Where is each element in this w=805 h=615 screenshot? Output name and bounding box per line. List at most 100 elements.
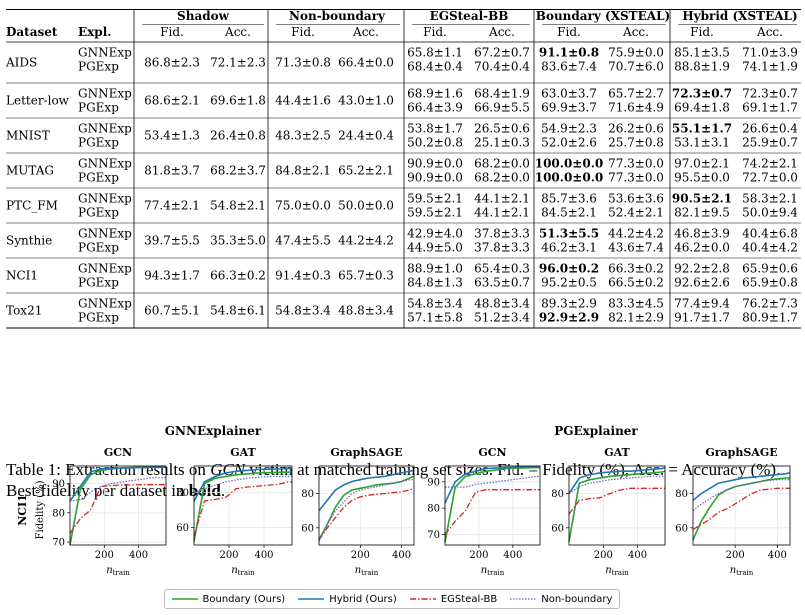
x-axis-label: ntrain [106,565,130,577]
y-tick-label: 60 [675,523,688,534]
cell-bd-acc: 82.1±2.9 [608,311,664,325]
cell-bd-fid: 95.2±0.5 [541,276,597,290]
series-line-egsteal [193,481,292,537]
cell-eg-fid: 65.8±1.1 [407,46,463,60]
explainer-label: PGExp [78,276,119,290]
cell-nonb-acc: 65.2±2.1 [338,164,394,178]
cell-nonb-acc: 48.8±3.4 [338,304,394,318]
sub-header-acc: Acc. [224,25,251,39]
figure-ylabel: Fidelity (%) [35,480,46,539]
plot-frame [692,465,791,546]
cell-shadow-acc: 72.1±2.3 [210,56,266,70]
cell-eg-acc: 48.8±3.4 [474,297,530,311]
cell-eg-fid: 53.8±1.7 [407,122,463,136]
cell-shadow-fid: 81.8±3.7 [144,164,200,178]
cell-eg-fid: 68.4±0.4 [407,60,463,74]
cell-bd-fid: 52.0±2.6 [541,136,597,150]
series-line-egsteal [568,487,665,515]
cell-shadow-fid: 77.4±2.1 [144,199,200,213]
cell-hy-acc: 65.9±0.8 [742,276,798,290]
legend-item-hybrid: Hybrid (Ours) [298,594,397,605]
figure-legend: Boundary (Ours) Hybrid (Ours) EGSteal-BB… [164,589,620,609]
chart-title: GAT [230,446,256,459]
cell-eg-fid: 66.4±3.9 [407,101,463,115]
cell-shadow-fid: 53.4±1.3 [144,129,200,143]
cell-nonb-fid: 47.4±5.5 [275,234,331,248]
cell-hy-fid: 91.7±1.7 [674,311,730,325]
cell-shadow-fid: 94.3±1.7 [144,269,200,283]
x-axis-label: ntrain [730,565,754,577]
cell-hy-acc: 74.2±2.1 [742,157,798,171]
explainer-label: GNNExp [78,122,132,136]
cell-bd-acc: 70.7±6.0 [608,60,664,74]
cell-bd-acc: 52.4±2.1 [608,206,664,220]
sub-header-fid: Fid. [160,25,184,39]
plot-frame [444,465,541,546]
explainer-label: GNNExp [78,157,132,171]
fidelity-figure: GNNExplainer PGExplainer NCI1 Fidelity (%) G… [16,424,791,577]
cell-bd-fid: 46.2±3.1 [541,241,597,255]
cell-hy-fid: 46.2±0.0 [674,241,730,255]
explainer-label: PGExp [78,311,119,325]
chart-title: GAT [604,446,630,459]
cell-eg-acc: 37.8±3.3 [474,227,530,241]
explainer-label: PGExp [78,241,119,255]
dataset-name: Letter-low [6,94,70,108]
cell-bd-acc: 66.5±0.2 [608,276,664,290]
cell-nonb-fid: 44.4±1.6 [275,94,331,108]
cell-hy-acc: 76.2±7.3 [742,297,798,311]
cell-nonb-fid: 54.8±3.4 [275,304,331,318]
cell-hy-acc: 72.7±0.0 [742,171,798,185]
plot-frame [568,465,666,546]
group-header: Hybrid (XSTEAL) [682,9,797,23]
cell-bd-acc: 65.7±2.7 [608,87,664,101]
dataset-name: Tox21 [6,304,42,318]
cell-bd-fid: 83.6±7.4 [541,60,597,74]
figure-group-title: PGExplainer [554,424,638,438]
cell-bd-fid: 63.0±3.7 [541,87,597,101]
explainer-label: GNNExp [78,46,132,60]
cell-hy-fid: 95.5±0.0 [674,171,730,185]
series-line-boundary [692,477,790,541]
chart-panel: GCN 70 80 90 200 400 ntrain [427,446,541,577]
legend-label-hybrid: Hybrid (Ours) [329,593,397,605]
chart-title: GraphSAGE [705,446,777,459]
cell-hy-fid: 53.1±3.1 [674,136,730,150]
series-line-hybrid [444,466,540,504]
cell-nonb-fid: 48.3±2.5 [275,129,331,143]
explainer-label: GNNExp [78,87,132,101]
legend-item-nonboundary: Non-boundary [510,594,612,605]
cell-hy-acc: 65.9±0.6 [742,262,798,276]
dataset-name: Synthie [6,234,52,248]
cell-eg-fid: 88.9±1.0 [407,262,463,276]
y-tick-label: 70 [52,538,65,549]
series-line-hybrid [318,469,415,512]
cell-bd-fid: 54.9±2.3 [541,122,597,136]
cell-shadow-acc: 54.8±2.1 [210,199,266,213]
cell-shadow-acc: 35.3±5.0 [210,234,266,248]
cell-hy-fid: 85.1±3.5 [674,46,730,60]
legend-label-boundary: Boundary (Ours) [202,593,286,605]
series-line-nonboundary [193,475,292,493]
series-line-hybrid [193,467,292,502]
cell-bd-fid: 100.0±0.0 [535,157,604,171]
cell-hy-acc: 72.3±0.7 [742,87,798,101]
chart-title: GCN [104,446,132,459]
series-line-boundary [193,471,292,542]
cell-eg-acc: 37.8±3.3 [474,241,530,255]
chart-title: GraphSAGE [330,446,402,459]
cell-hy-acc: 80.9±1.7 [742,311,798,325]
cell-shadow-fid: 60.7±5.1 [144,304,200,318]
cell-nonb-fid: 84.8±2.1 [275,164,331,178]
plot-frame [193,465,293,546]
cell-shadow-acc: 69.6±1.8 [210,94,266,108]
y-tick-label: 60 [551,523,564,534]
cell-bd-fid: 91.1±0.8 [539,46,599,60]
cell-hy-acc: 50.0±9.4 [742,206,798,220]
cell-eg-fid: 90.9±0.0 [407,157,463,171]
figure-group-title: GNNExplainer [165,424,262,438]
cell-eg-fid: 59.5±2.1 [407,206,463,220]
cell-hy-fid: 55.1±1.7 [672,122,732,136]
cell-eg-acc: 70.4±0.4 [474,60,530,74]
caption-part2: victim at matched training set sizes. Fi… [6,460,781,500]
